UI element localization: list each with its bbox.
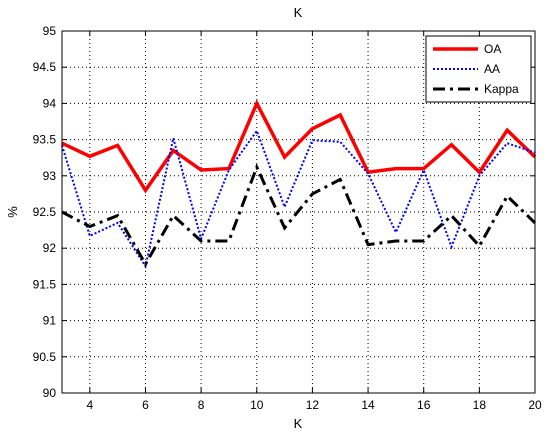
x-tick-label: 20 <box>528 398 542 412</box>
x-axis-label: K <box>294 416 303 431</box>
y-tick-label: 93 <box>43 169 57 183</box>
x-tick-label: 10 <box>250 398 264 412</box>
x-tick-label: 12 <box>306 398 320 412</box>
y-axis-label: % <box>5 206 20 218</box>
y-tick-label: 95 <box>43 24 57 38</box>
x-tick-label: 6 <box>142 398 149 412</box>
y-tick-label: 92.5 <box>33 205 57 219</box>
x-tick-label: 8 <box>198 398 205 412</box>
y-tick-label: 90 <box>43 386 57 400</box>
legend-label-oa: OA <box>484 42 501 56</box>
x-tick-label: 14 <box>361 398 375 412</box>
y-tick-label: 92 <box>43 241 57 255</box>
series-line-aa <box>61 128 536 269</box>
y-tick-label: 91.5 <box>33 277 57 291</box>
y-tick-label: 94.5 <box>33 60 57 74</box>
y-tick-label: 90.5 <box>33 350 57 364</box>
legend-label-kappa: Kappa <box>484 82 519 96</box>
legend-box <box>425 35 532 103</box>
chart-title: K <box>294 5 303 20</box>
y-tick-label: 94 <box>43 96 57 110</box>
legend-label-aa: AA <box>484 62 500 76</box>
y-axis-ticks: 90 90.5 91 91.5 92 92.5 93 93.5 94 94.5 95 <box>33 24 535 400</box>
x-tick-label: 16 <box>417 398 431 412</box>
y-tick-label: 91 <box>43 314 57 328</box>
series-lines <box>61 99 537 269</box>
y-tick-label: 93.5 <box>33 133 57 147</box>
legend: OA AA Kappa <box>425 35 532 103</box>
x-axis-ticks: 4 6 8 10 12 14 16 18 20 <box>86 31 542 412</box>
x-tick-label: 18 <box>473 398 487 412</box>
series-line-oa <box>61 99 537 194</box>
series-line-kappa <box>61 163 537 268</box>
x-tick-label: 4 <box>86 398 93 412</box>
